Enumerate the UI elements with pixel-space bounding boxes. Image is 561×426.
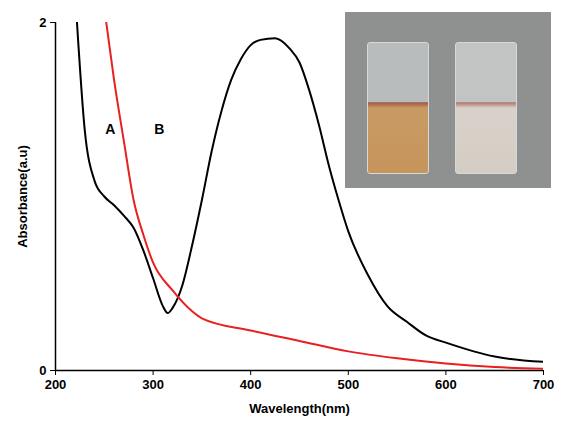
svg-text:200: 200: [45, 377, 67, 392]
svg-text:B: B: [154, 121, 164, 137]
svg-text:Absorbance(a.u): Absorbance(a.u): [15, 145, 30, 248]
svg-text:300: 300: [142, 377, 164, 392]
svg-text:600: 600: [435, 377, 457, 392]
svg-text:500: 500: [337, 377, 359, 392]
svg-text:700: 700: [533, 377, 555, 392]
svg-text:400: 400: [240, 377, 262, 392]
svg-text:Wavelength(nm): Wavelength(nm): [249, 401, 350, 416]
svg-text:2: 2: [39, 15, 46, 30]
svg-text:0: 0: [39, 363, 46, 378]
svg-text:A: A: [105, 121, 115, 137]
